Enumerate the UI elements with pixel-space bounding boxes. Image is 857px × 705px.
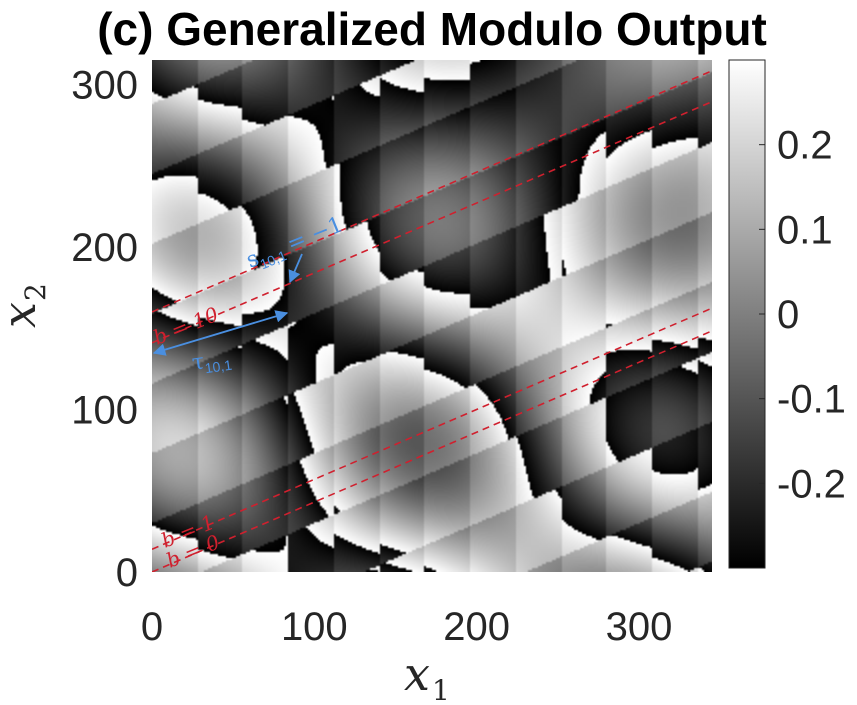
colorbar-tick-label: -0.2: [777, 462, 846, 506]
y-tick-label: 300: [71, 63, 138, 107]
band-line: [152, 330, 712, 572]
y-axis-ticks: 0 100 200 300: [71, 63, 138, 595]
tau-arrow: [152, 310, 289, 356]
chart-title: (c) Generalized Modulo Output: [97, 3, 767, 55]
band-lines: [152, 70, 712, 572]
x-axis-label: x 1: [404, 647, 450, 705]
colorbar-ticks: 0.2 0.1 0 -0.1 -0.2: [759, 124, 846, 506]
x-tick-label: 300: [606, 605, 673, 649]
band-line: [152, 307, 712, 550]
heatmap: [152, 60, 712, 572]
band-line: [152, 100, 712, 344]
colorbar-tick-label: 0.1: [777, 208, 833, 252]
tau-symbol: τ: [190, 349, 206, 375]
y-tick-label: 200: [71, 226, 138, 270]
annotation-tau: τ 10,1: [190, 349, 233, 377]
x-axis-label-sub: 1: [432, 674, 450, 705]
x-axis-label-main: x: [404, 647, 430, 701]
y-tick-label: 100: [71, 388, 138, 432]
x-tick-label: 0: [141, 605, 163, 649]
y-axis-label-sub: 2: [19, 283, 52, 301]
heatmap-image: [152, 60, 712, 572]
y-axis-label: x 2: [0, 283, 52, 328]
s-arrow: [288, 253, 303, 284]
band-line: [152, 70, 712, 313]
y-axis-label-main: x: [0, 302, 46, 328]
x-axis-ticks: 0 100 200 300: [141, 605, 672, 649]
colorbar-tick-label: -0.1: [777, 378, 846, 422]
x-tick-label: 200: [443, 605, 510, 649]
x-tick-label: 100: [281, 605, 348, 649]
colorbar: 0.2 0.1 0 -0.1 -0.2: [728, 59, 846, 569]
tau-subscript: 10,1: [204, 357, 233, 377]
colorbar-tick-label: 0.2: [777, 124, 833, 168]
colorbar-tick-label: 0: [777, 293, 799, 337]
y-tick-label: 0: [116, 551, 138, 595]
